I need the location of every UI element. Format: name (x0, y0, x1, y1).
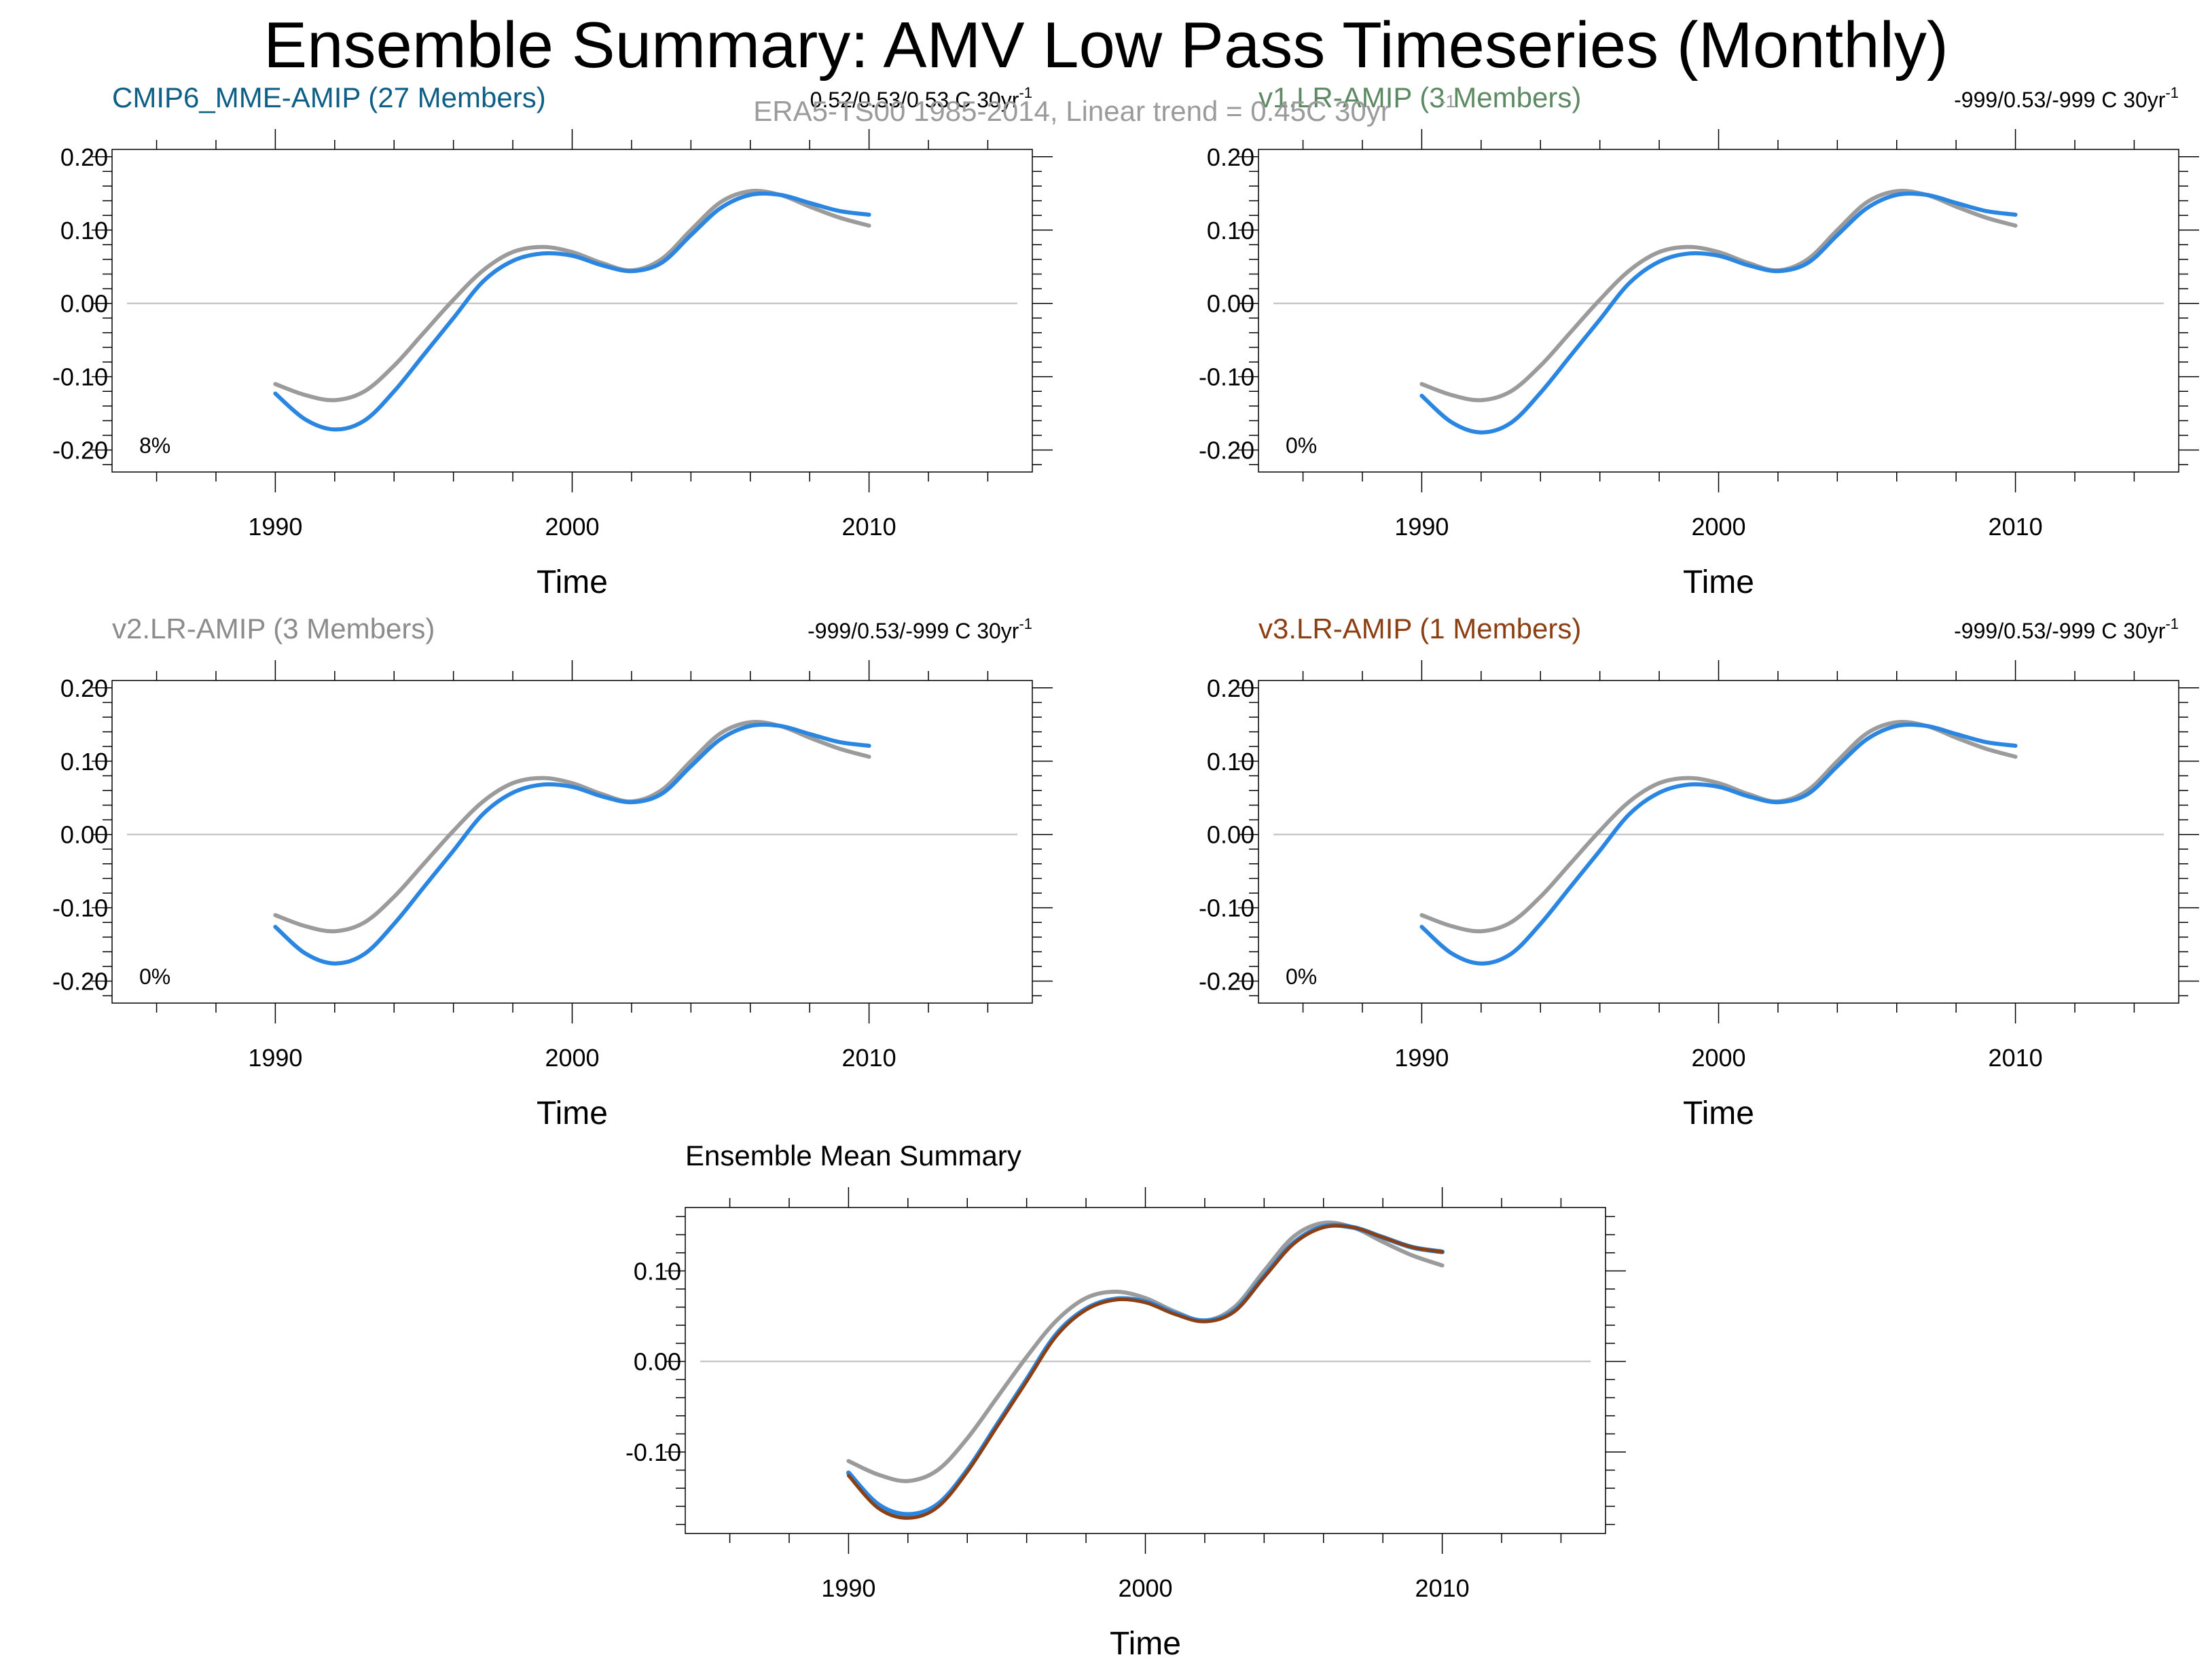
y-tick-label: 0.10 (634, 1257, 681, 1285)
y-tick-label: 0.20 (60, 674, 108, 702)
y-tick-label: -0.10 (52, 894, 108, 922)
plot-frame (1258, 149, 2179, 473)
panel-5: 1990 2000 2010 0.10 0.00 -0.10 Time Ensemble Me… (625, 1140, 1626, 1662)
panel-3: 1990 2000 2010 0.20 0.10 0.00 -0.10 -0.20 Time v2… (52, 613, 1053, 1131)
x-tick-label: 1990 (1394, 513, 1449, 541)
panel-percent: 0% (139, 964, 170, 989)
y-tick-label: 0.00 (60, 821, 108, 849)
y-tick-label: -0.10 (1199, 894, 1254, 922)
series-line-observations (1419, 720, 2018, 934)
plot-frame (111, 680, 1033, 1004)
y-tick-label: -0.10 (52, 363, 108, 391)
y-tick-label: 0.10 (60, 217, 108, 244)
plot-frame (685, 1207, 1606, 1534)
panel-stats: 0.52/0.53/0.53 C 30yr-1 (810, 84, 1032, 112)
y-tick-label: -0.10 (1199, 363, 1254, 391)
y-tick-label: -0.20 (1199, 968, 1254, 996)
panel-title: v3.LR-AMIP (1 Members) (1258, 613, 1581, 645)
x-axis-label: Time (1683, 564, 1754, 600)
x-tick-label: 1990 (248, 513, 302, 541)
panel-4: 1990 2000 2010 0.20 0.10 0.00 -0.10 -0.20 Time v3… (1199, 613, 2199, 1131)
panel-title: v2.LR-AMIP (3 Members) (112, 613, 435, 645)
x-tick-label: 2000 (545, 1044, 599, 1072)
y-tick-label: -0.20 (1199, 437, 1254, 465)
panel-stats-text: -999/0.53/-999 C 30yr (808, 619, 1019, 643)
x-tick-label: 2000 (1691, 1044, 1745, 1072)
y-tick-label: 0.00 (1207, 821, 1254, 849)
panel-stats-exponent: -1 (2165, 84, 2179, 101)
panel-title: v1.LR-AMIP (3 Members) (1258, 81, 1581, 113)
panel-stats-text: -999/0.53/-999 C 30yr (1954, 619, 2166, 643)
series-line-v3 (846, 1224, 1445, 1520)
figure-title: Ensemble Summary: AMV Low Pass Timeserie… (264, 9, 1948, 81)
x-tick-label: 2010 (842, 1044, 896, 1072)
series-line-observations (1419, 189, 2018, 403)
plot-frame (1258, 680, 2179, 1004)
x-tick-label: 1990 (248, 1044, 302, 1072)
y-tick-label: -0.20 (52, 437, 108, 465)
y-tick-label: 0.10 (60, 748, 108, 776)
panel-title: CMIP6_MME-AMIP (27 Members) (112, 81, 546, 113)
x-tick-label: 1990 (1394, 1044, 1449, 1072)
x-axis-label: Time (537, 564, 608, 600)
figure-subtitle: ERA5-TS00 1985-2014, Linear trend = 0.45… (753, 95, 1390, 127)
series-line-observations (273, 720, 871, 934)
panel-stats: -999/0.53/-999 C 30yr-1 (808, 615, 1032, 643)
y-tick-label: 0.00 (634, 1348, 681, 1376)
panel-stats-text: -999/0.53/-999 C 30yr (1954, 88, 2166, 112)
y-tick-label: -0.10 (625, 1438, 681, 1466)
panel-percent: 0% (1286, 964, 1317, 989)
panel-2: 1990 2000 2010 0.20 0.10 0.00 -0.10 -0.20 Time v1… (1199, 81, 2199, 600)
x-tick-label: 2000 (545, 513, 599, 541)
series-line-model (273, 722, 871, 966)
y-tick-label: 0.10 (1207, 748, 1254, 776)
x-axis-label: Time (1110, 1626, 1181, 1662)
y-tick-label: 0.00 (1207, 290, 1254, 318)
panel-stats-exponent: -1 (1019, 84, 1032, 101)
panel-1: 1990 2000 2010 0.20 0.10 0.00 -0.10 -0.20 Time CM… (52, 81, 1053, 600)
y-tick-label: 0.20 (60, 143, 108, 171)
y-tick-label: -0.20 (52, 968, 108, 996)
panel-title: Ensemble Mean Summary (685, 1140, 1021, 1172)
x-tick-label: 2010 (842, 513, 896, 541)
x-tick-label: 2010 (1989, 1044, 2043, 1072)
series-line-model (273, 191, 871, 432)
figure-subtitle-exponent: -1 (1440, 91, 1455, 111)
panel-stats: -999/0.53/-999 C 30yr-1 (1954, 84, 2179, 112)
panel-stats-exponent: -1 (1019, 615, 1032, 632)
x-axis-label: Time (537, 1095, 608, 1131)
series-line-observations (846, 1220, 1445, 1483)
series-line-observations (273, 189, 871, 403)
x-tick-label: 1990 (821, 1574, 875, 1602)
series-line-model (1419, 191, 2018, 435)
y-tick-label: 0.20 (1207, 143, 1254, 171)
y-tick-label: 0.10 (1207, 217, 1254, 244)
series-line-model (1419, 722, 2018, 966)
panel-percent: 0% (1286, 433, 1317, 458)
y-tick-label: 0.20 (1207, 674, 1254, 702)
x-axis-label: Time (1683, 1095, 1754, 1131)
panel-stats-text: 0.52/0.53/0.53 C 30yr (810, 88, 1019, 112)
x-tick-label: 2010 (1989, 513, 2043, 541)
panel-percent: 8% (139, 433, 170, 458)
x-tick-label: 2000 (1118, 1574, 1172, 1602)
panel-stats: -999/0.53/-999 C 30yr-1 (1954, 615, 2179, 643)
x-tick-label: 2010 (1415, 1574, 1470, 1602)
y-tick-label: 0.00 (60, 290, 108, 318)
plot-frame (111, 149, 1033, 473)
x-tick-label: 2000 (1691, 513, 1745, 541)
panel-stats-exponent: -1 (2165, 615, 2179, 632)
